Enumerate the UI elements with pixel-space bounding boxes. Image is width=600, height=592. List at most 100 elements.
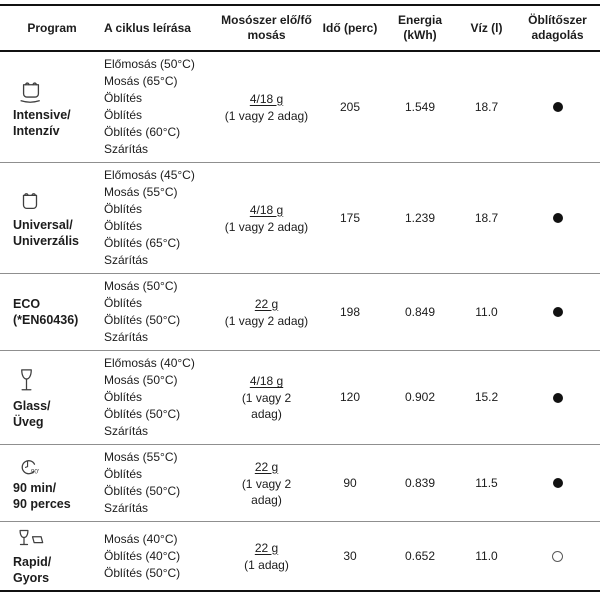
detergent-note: (1 vagy 2 adag) [225,313,308,329]
text-line: Intenzív [13,124,60,138]
rinse-aid-indicator [552,392,563,403]
text-line: Mosás (50°C) [104,279,178,293]
program-row: Universal/Univerzális Előmosás (45°C) Mos… [0,162,600,273]
text-line: Öblítés (65°C) [104,236,181,250]
rinse-aid-indicator [552,213,563,223]
program-name: Universal/Univerzális [13,217,79,249]
program-row: 90′ 90 min/90 perces Mosás (55°C) Öblítés… [0,444,600,521]
text-line: Szárítás [104,330,149,344]
rinse-aid-cell [515,445,600,521]
header-energy: Energia (kWh) [397,13,442,42]
detergent-amount: 22 g [254,540,279,555]
text-line: Szárítás [104,501,149,515]
glass-dish-icon [17,528,45,551]
rinse-aid-indicator [552,478,563,488]
text-line: Üveg [13,415,44,429]
wine-glass-icon [17,367,36,395]
clock-90-icon: 90′ [17,457,43,477]
text-line: Öblítés [104,390,143,404]
header-water: Víz (l) [470,20,503,35]
text-line: Öblítés (50°C) [104,484,181,498]
water-value: 11.5 [475,475,498,490]
text-line: Mosás (55°C) [104,450,178,464]
energy-value: 0.849 [404,304,436,319]
time-value: 205 [339,99,361,114]
program-name: 90 min/90 perces [13,480,71,512]
text-line: Gyors [13,571,50,585]
text-line: adag) [251,407,282,421]
text-line: ECO [13,297,41,311]
rinse-aid-cell [515,274,600,350]
text-line: Öblítés [104,202,143,216]
text-line: Intensive/ [13,108,71,122]
dishwasher-program-table: Program A ciklus leírása Mosószer elő/fő… [0,4,600,592]
program-cell: Glass/Üveg [0,351,100,444]
rinse-aid-cell [515,522,600,590]
detergent-amount: 22 g [254,459,279,474]
detergent-cell: 22 g (1 vagy 2 adag) [215,445,318,521]
detergent-amount: 4/18 g [249,202,284,217]
time-value: 120 [339,390,361,404]
cycle-description-cell: Előmosás (40°C) Mosás (50°C) Öblítés Öblíté… [100,351,215,444]
text-line: Előmosás (50°C) [104,57,195,71]
text-line: Mosás (40°C) [104,531,178,546]
text-line: Öblítés [104,91,143,105]
program-cell: Intensive/Intenzív [0,52,100,162]
time-value: 90 [343,475,357,490]
text-line: Mosás (65°C) [104,74,178,88]
program-name: Rapid/Gyors [13,554,51,586]
text-line: Öblítés (50°C) [104,313,181,327]
energy-value: 0.839 [404,475,436,490]
text-line: Universal/ [13,218,73,232]
energy-value: 0.902 [404,390,436,404]
rinse-aid-indicator [552,550,563,562]
cycle-description-cell: Mosás (40°C) Öblítés (40°C) Öblítés (50°C) [100,522,215,590]
program-row: Intensive/Intenzív Előmosás (50°C) Mosás … [0,52,600,162]
table-body: Intensive/Intenzív Előmosás (50°C) Mosás … [0,52,600,590]
header-cycle: A ciklus leírása [104,20,191,35]
water-value: 11.0 [475,304,498,319]
header-detergent: Mosószer elő/fő mosás [221,13,312,42]
text-line: (1 vagy 2 adag) [224,313,309,328]
text-line: Előmosás (40°C) [104,356,195,370]
water-value: 11.0 [475,548,498,563]
text-line: Öblítés [104,219,143,233]
detergent-cell: 22 g (1 adag) [215,522,318,590]
rinse-aid-cell [515,163,600,273]
detergent-note: (1 vagy 2 adag) [242,390,291,422]
pot-icon [17,189,43,214]
detergent-note: (1 vagy 2 adag) [242,476,291,508]
time-value: 198 [339,304,361,319]
energy-value: 1.549 [404,99,436,114]
program-name: ECO (*EN60436) [13,296,78,328]
water-value: 15.2 [474,390,499,404]
header-program: Program [27,20,77,35]
text-line: Öblítés [104,467,143,481]
program-cell: Universal/Univerzális [0,163,100,273]
text-line: (1 vagy 2 [241,476,292,491]
cycle-description-cell: Mosás (55°C) Öblítés Öblítés (50°C) Szárítá… [100,445,215,521]
text-line: Öblítés (60°C) [104,125,181,139]
text-line: Mosás (55°C) [104,185,178,199]
energy-value: 0.652 [404,548,436,563]
text-line: Öblítés (50°C) [104,407,181,421]
text-line: Öblítés [104,296,143,310]
text-line: Rapid/ [13,555,52,569]
program-table-wrap: Program A ciklus leírása Mosószer elő/fő… [0,4,600,592]
text-line: Univerzális [13,234,80,248]
program-row: Rapid/Gyors Mosás (40°C) Öblítés (40°C) Öb… [0,521,600,590]
text-line: (*EN60436) [13,313,79,327]
text-line: adag) [251,492,282,507]
detergent-note: (1 vagy 2 adag) [225,219,308,235]
text-line: Szárítás [104,424,149,438]
detergent-cell: 4/18 g (1 vagy 2 adag) [215,52,318,162]
text-line: (1 adag) [244,557,289,572]
program-row: ECO (*EN60436) Mosás (50°C) Öblítés Öblítés… [0,273,600,350]
rinse-aid-indicator [552,307,563,317]
text-line: Előmosás (45°C) [104,168,195,182]
text-line: Szárítás [104,253,149,267]
time-value: 30 [343,548,357,563]
detergent-cell: 4/18 g (1 vagy 2 adag) [215,163,318,273]
program-cell: 90′ 90 min/90 perces [0,445,100,521]
detergent-amount: 4/18 g [249,374,284,388]
